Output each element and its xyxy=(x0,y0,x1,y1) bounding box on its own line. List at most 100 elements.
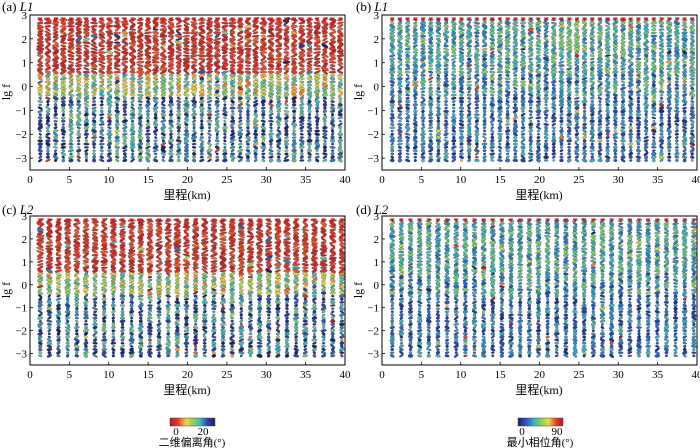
site-25-ellipse-36 xyxy=(223,132,227,136)
site-1-ellipse-28 xyxy=(390,106,395,110)
site-37-ellipse-44 xyxy=(315,158,320,163)
site-23-ellipse-33 xyxy=(239,319,244,323)
site-12-ellipse-37 xyxy=(122,135,128,140)
site-18-ellipse-32 xyxy=(521,119,525,124)
site-25-ellipse-37 xyxy=(223,136,227,140)
site-2-ellipse-13 xyxy=(397,57,403,61)
site-31-ellipse-7 xyxy=(267,37,275,42)
site-9-ellipse-15 xyxy=(98,63,106,68)
site-25-ellipse-23 xyxy=(221,90,229,94)
site-25-ellipse-40 xyxy=(256,341,263,345)
site-1-ellipse-20 xyxy=(37,278,44,283)
site-26-ellipse-11 xyxy=(228,50,237,55)
site-23-ellipse-40 xyxy=(207,146,212,149)
site-17-ellipse-34 xyxy=(160,125,167,130)
site-6-sounding xyxy=(427,17,434,163)
site-34-ellipse-6 xyxy=(643,34,649,38)
site-19-ellipse-28 xyxy=(176,106,181,110)
site-40-ellipse-31 xyxy=(337,116,344,120)
site-14-ellipse-17 xyxy=(136,70,145,74)
site-12-ellipse-21 xyxy=(137,282,144,285)
site-35-ellipse-33 xyxy=(299,122,305,126)
site-24-ellipse-27 xyxy=(214,102,220,107)
site-8-ellipse-24 xyxy=(91,93,97,97)
site-36-ellipse-2 xyxy=(306,20,313,26)
site-18-ellipse-26 xyxy=(520,99,526,104)
site-19-ellipse-43 xyxy=(528,155,534,159)
site-25-ellipse-14 xyxy=(574,60,580,65)
site-13-ellipse-28 xyxy=(130,106,135,110)
site-25-ellipse-12 xyxy=(221,54,228,57)
site-1-ellipse-31 xyxy=(389,116,395,120)
site-7-ellipse-5 xyxy=(83,30,90,35)
site-28-ellipse-6 xyxy=(244,34,252,39)
site-17-ellipse-20 xyxy=(512,80,518,84)
site-6-ellipse-23 xyxy=(428,90,434,94)
site-16-ellipse-21 xyxy=(175,281,180,286)
site-24-ellipse-16 xyxy=(566,67,573,71)
site-13-ellipse-39 xyxy=(130,142,135,146)
site-26-ellipse-17 xyxy=(229,69,236,75)
site-31-ellipse-31 xyxy=(269,116,273,120)
site-40-sounding xyxy=(689,17,696,162)
site-8-ellipse-22 xyxy=(90,86,98,91)
site-13-ellipse-35 xyxy=(483,129,487,133)
site-35-ellipse-28 xyxy=(299,106,304,110)
site-38-ellipse-35 xyxy=(322,129,328,133)
site-18-ellipse-9 xyxy=(167,44,175,48)
site-34-ellipse-6 xyxy=(290,34,298,38)
site-21-ellipse-9 xyxy=(191,44,198,48)
site-25-ellipse-5 xyxy=(221,30,229,35)
site-26-ellipse-15 xyxy=(229,64,236,68)
site-20-ellipse-22 xyxy=(183,86,190,91)
site-8-ellipse-16 xyxy=(91,67,98,71)
site-22-ellipse-40 xyxy=(199,145,205,150)
site-14-ellipse-39 xyxy=(490,142,495,146)
site-9-ellipse-25 xyxy=(451,96,457,100)
site-14-ellipse-43 xyxy=(137,155,143,160)
site-17-ellipse-25 xyxy=(512,96,518,101)
site-26-sounding xyxy=(264,218,273,358)
site-6-ellipse-36 xyxy=(429,132,433,136)
site-33-ellipse-24 xyxy=(636,93,641,97)
site-8-sounding xyxy=(100,218,109,358)
site-23-ellipse-44 xyxy=(207,158,212,163)
site-15-ellipse-31 xyxy=(497,116,503,120)
site-1-ellipse-20 xyxy=(37,80,43,84)
site-26-ellipse-10 xyxy=(582,47,588,51)
site-2-ellipse-14 xyxy=(397,60,403,64)
site-7-ellipse-31 xyxy=(84,116,89,120)
site-27-ellipse-32 xyxy=(238,119,243,123)
site-6-ellipse-21 xyxy=(428,83,433,87)
site-25-ellipse-32 xyxy=(223,119,227,123)
site-2-ellipse-40 xyxy=(397,145,402,149)
site-15-ellipse-36 xyxy=(497,132,503,136)
site-1-ellipse-5 xyxy=(389,31,395,35)
site-24-ellipse-21 xyxy=(247,281,254,286)
site-25-ellipse-18 xyxy=(222,73,228,78)
panel-c-marks xyxy=(36,217,346,358)
site-9-ellipse-12 xyxy=(98,53,106,58)
site-30-ellipse-43 xyxy=(261,155,266,159)
site-31-ellipse-44 xyxy=(268,158,274,163)
site-34-ellipse-12 xyxy=(290,54,298,58)
site-28-ellipse-34 xyxy=(597,126,603,129)
site-33-ellipse-3 xyxy=(283,24,290,28)
site-38-ellipse-24 xyxy=(321,93,328,97)
site-12-ellipse-22 xyxy=(121,86,128,91)
site-15-ellipse-4 xyxy=(144,27,152,32)
site-6-sounding xyxy=(74,17,83,163)
site-11-ellipse-27 xyxy=(466,102,472,107)
site-21-ellipse-32 xyxy=(192,119,197,123)
site-1-sounding xyxy=(36,17,45,163)
site-1-ellipse-34 xyxy=(37,125,43,131)
site-38-ellipse-29 xyxy=(674,110,680,113)
site-36-ellipse-2 xyxy=(658,21,665,25)
site-22-ellipse-20 xyxy=(551,80,557,84)
site-11-marker xyxy=(114,17,120,22)
site-24-ellipse-17 xyxy=(246,269,254,273)
site-27-ellipse-16 xyxy=(237,66,244,72)
site-18-ellipse-43 xyxy=(169,155,173,159)
site-38-ellipse-38 xyxy=(323,139,327,143)
site-17-ellipse-21 xyxy=(184,282,189,285)
